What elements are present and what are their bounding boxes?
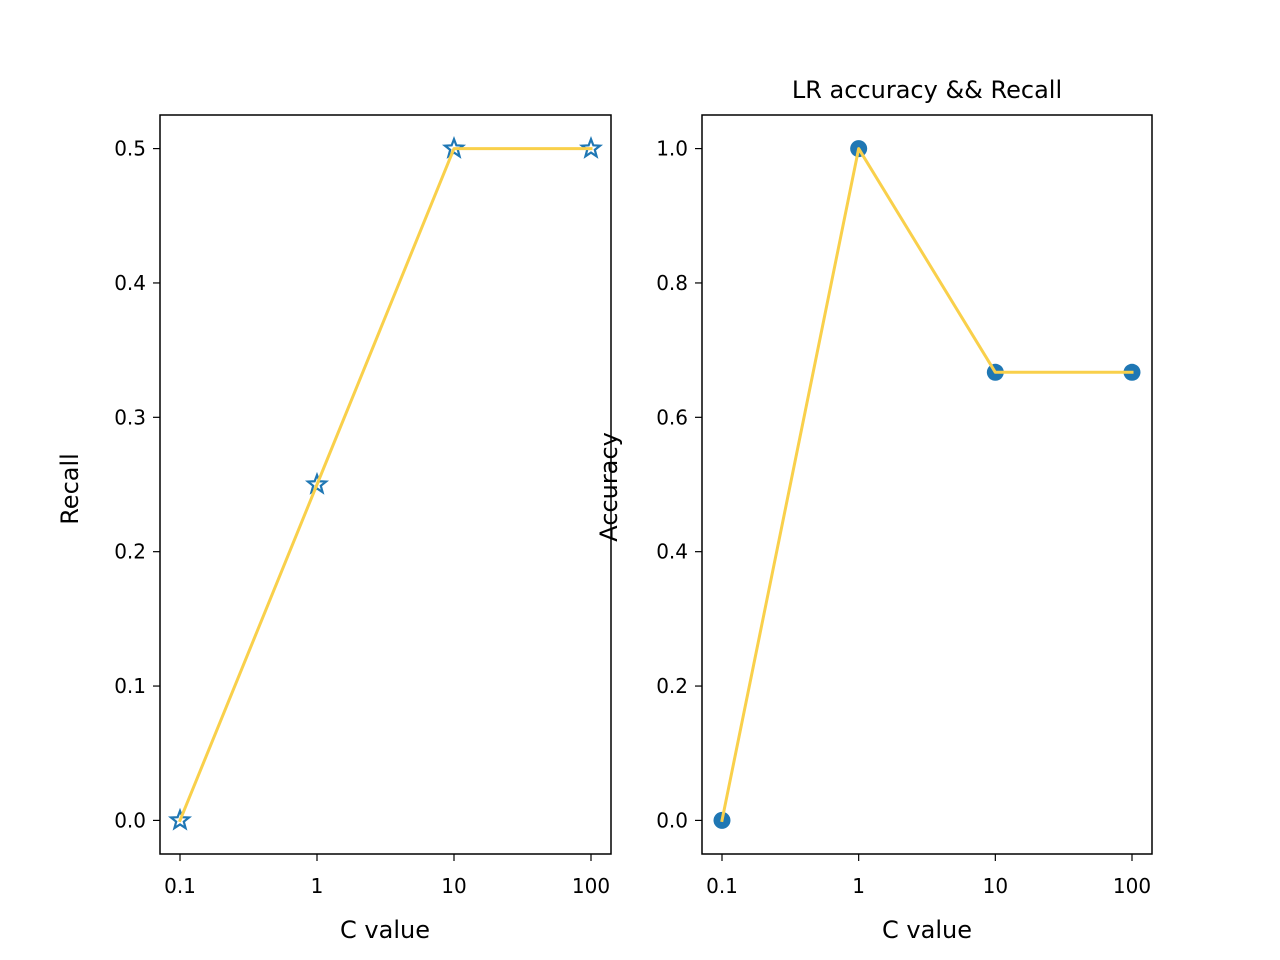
x-tick-label: 0.1 — [706, 874, 738, 898]
y-tick-label: 1.0 — [656, 137, 688, 161]
plot-frame — [701, 114, 1153, 855]
y-tick-label: 0.2 — [114, 540, 146, 564]
series-line — [178, 147, 593, 823]
x-tick-label: 10 — [983, 874, 1008, 898]
x-tick-label: 1 — [311, 874, 324, 898]
y-tick-label: 0.0 — [114, 808, 146, 832]
x-axis-label: C value — [340, 916, 430, 944]
y-axis-label: Accuracy — [595, 432, 623, 542]
y-tick-label: 0.4 — [656, 540, 688, 564]
ticks: 0.1 1 10 100 0.0 0.1 0.2 0.3 0.4 0.5 — [114, 137, 610, 898]
x-tick-label: 100 — [572, 874, 610, 898]
y-axis-label: Recall — [56, 453, 84, 525]
data-point-star — [167, 807, 193, 831]
chart-title: LR accuracy && Recall — [792, 76, 1062, 104]
y-tick-label: 0.4 — [114, 271, 146, 295]
y-tick-label: 0.3 — [114, 405, 146, 429]
marks — [167, 135, 604, 831]
accuracy-chart: 0.1 1 10 100 0.0 0.2 0.4 0.6 0.8 1.0 LR accuracy … — [595, 76, 1153, 944]
y-tick-label: 0.5 — [114, 137, 146, 161]
x-tick-label: 10 — [441, 874, 466, 898]
x-axis-label: C value — [882, 916, 972, 944]
y-tick-label: 0.8 — [656, 271, 688, 295]
data-point-star — [441, 135, 467, 159]
marks — [713, 140, 1141, 829]
x-tick-label: 1 — [852, 874, 865, 898]
x-tick-label: 0.1 — [164, 874, 196, 898]
y-tick-label: 0.1 — [114, 674, 146, 698]
ticks: 0.1 1 10 100 0.0 0.2 0.4 0.6 0.8 1.0 — [656, 137, 1151, 898]
data-point-star — [304, 471, 330, 495]
plot-frame — [159, 114, 612, 855]
series-line — [720, 147, 1134, 823]
data-point-star — [578, 135, 604, 159]
y-tick-label: 0.2 — [656, 674, 688, 698]
y-tick-label: 0.0 — [656, 808, 688, 832]
recall-chart: 0.1 1 10 100 0.0 0.1 0.2 0.3 0.4 0.5 C value Reca… — [56, 114, 612, 944]
y-tick-label: 0.6 — [656, 405, 688, 429]
x-tick-label: 100 — [1113, 874, 1151, 898]
